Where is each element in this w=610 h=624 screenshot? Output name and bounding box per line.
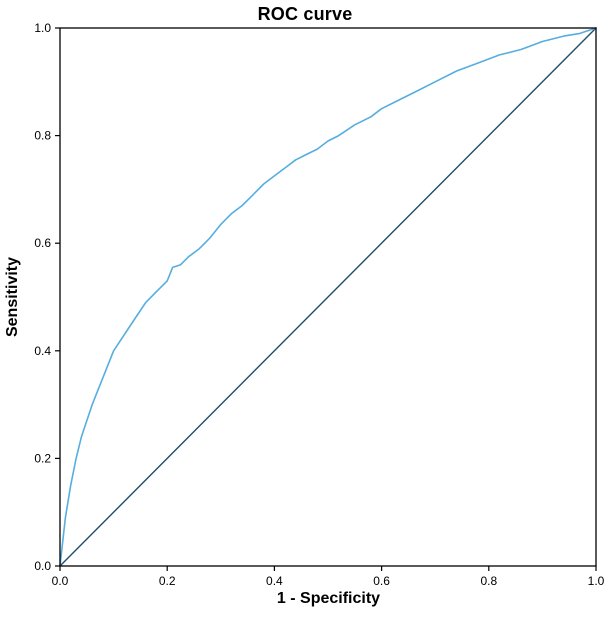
x-tick-label: 0.4 xyxy=(266,574,283,588)
x-tick-label: 0.8 xyxy=(480,574,497,588)
x-tick-label: 0.6 xyxy=(373,574,390,588)
y-tick-label: 0.6 xyxy=(34,236,51,250)
x-tick-label: 0.2 xyxy=(159,574,176,588)
x-axis-label: 1 - Specificity xyxy=(276,590,381,607)
plot-frame xyxy=(59,27,597,567)
roc-curve-line xyxy=(59,27,597,567)
y-tick-label: 0.4 xyxy=(34,344,51,358)
y-tick-label: 1.0 xyxy=(34,21,51,35)
y-tick-label: 0.2 xyxy=(34,451,51,465)
y-tick-label: 0.0 xyxy=(34,559,51,573)
reference-line-line xyxy=(59,27,597,567)
x-tick-label: 1.0 xyxy=(588,574,605,588)
x-tick-label: 0.0 xyxy=(52,574,69,588)
chart-title: ROC curve xyxy=(257,4,353,24)
y-tick-label: 0.8 xyxy=(34,129,51,143)
